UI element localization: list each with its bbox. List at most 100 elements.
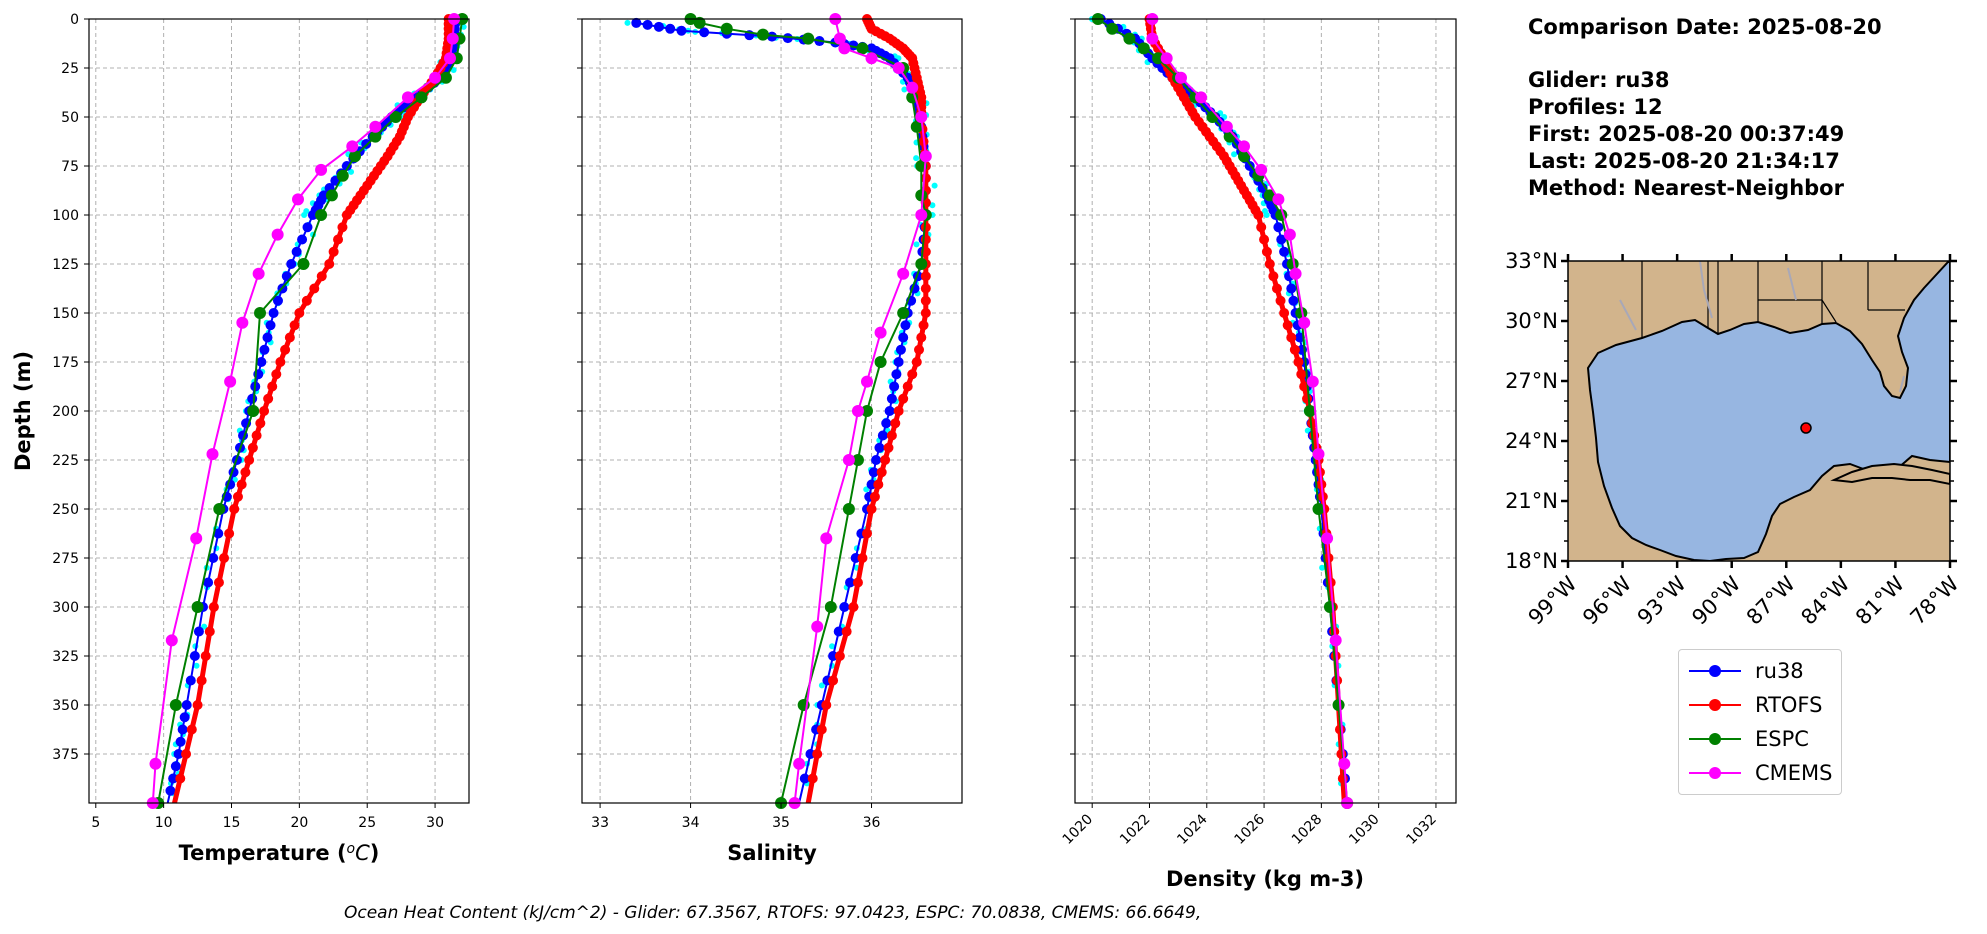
- rtofs-point: [244, 455, 255, 465]
- legend-swatch: [1685, 722, 1745, 756]
- legend-item: CMEMS: [1679, 756, 1841, 790]
- legend-marker: [1709, 767, 1721, 779]
- salinity-tick-label: 35: [772, 815, 790, 831]
- lon-tick-label: 93°W: [1633, 571, 1691, 629]
- ru38-point: [177, 724, 188, 735]
- ru38-point: [291, 246, 302, 257]
- rtofs-point: [807, 773, 818, 784]
- ru38-point: [868, 467, 879, 478]
- rtofs-point: [1289, 344, 1300, 355]
- lon-tick-label: 87°W: [1742, 571, 1800, 629]
- rtofs-point: [907, 369, 918, 380]
- espc-point: [439, 71, 452, 84]
- legend: ru38 RTOFS ESPC CMEMS: [1678, 649, 1842, 795]
- ru38-point: [265, 320, 276, 331]
- espc-point: [756, 28, 769, 41]
- lat-tick-label: 30°N: [1505, 309, 1558, 333]
- temperature-tick-label: 5: [91, 815, 100, 831]
- rtofs-point: [869, 491, 880, 502]
- rtofs-point: [812, 749, 823, 759]
- rtofs-point: [301, 295, 312, 306]
- lat-tick-label: 21°N: [1505, 489, 1558, 513]
- cmems-point: [236, 316, 249, 329]
- depth-tick-label: 175: [52, 355, 79, 371]
- cmems-point: [892, 62, 905, 74]
- cmems-point: [252, 267, 265, 280]
- rtofs-point: [1279, 308, 1290, 318]
- temperature-tick-label: 25: [358, 815, 376, 831]
- legend-marker: [1709, 733, 1721, 745]
- rtofs-point: [873, 479, 884, 490]
- espc-point: [824, 601, 837, 613]
- espc-point: [720, 22, 733, 35]
- espc-point: [1137, 42, 1150, 55]
- cmems-point: [149, 757, 162, 770]
- rtofs-point: [240, 467, 251, 478]
- lon-tick-label: 78°W: [1906, 571, 1964, 629]
- depth-tick-label: 300: [52, 600, 79, 616]
- ru38-point: [361, 138, 372, 149]
- cmems-point: [190, 532, 203, 545]
- salinity-tick-label: 34: [682, 815, 700, 831]
- cmems-point: [346, 140, 359, 153]
- rtofs-point: [251, 430, 262, 441]
- espc-point: [389, 111, 402, 123]
- cmems-point: [1298, 316, 1311, 329]
- first-time: First: 2025-08-20 00:37:49: [1528, 122, 1845, 146]
- salinity-tick-label: 36: [863, 815, 881, 831]
- depth-ylabel: Depth (m): [11, 351, 35, 471]
- rtofs-point: [219, 553, 230, 563]
- espc-point: [1332, 699, 1345, 711]
- rtofs-point: [316, 271, 327, 282]
- lat-tick-label: 27°N: [1505, 369, 1558, 393]
- density-tick-label: 1032: [1403, 811, 1440, 848]
- rtofs-point: [263, 393, 274, 404]
- espc-point: [856, 42, 869, 55]
- rtofs-point: [920, 222, 931, 233]
- rtofs-point: [902, 381, 913, 392]
- cmems-point: [838, 42, 851, 55]
- map-cuba: [1830, 462, 1950, 486]
- ru38-point: [886, 393, 897, 404]
- density-xlabel: Density (kg m-3): [1166, 867, 1364, 891]
- ru38-point: [208, 553, 219, 563]
- rtofs-point: [236, 479, 247, 490]
- temperature-xlabel: Temperature (oC): [179, 841, 380, 865]
- ru38-point: [286, 259, 297, 269]
- lon-tick-label: 81°W: [1851, 571, 1909, 629]
- rtofs-point: [841, 626, 852, 637]
- glider-raw-point: [901, 86, 908, 93]
- depth-tick-label: 200: [52, 404, 79, 420]
- glider-raw-point: [624, 19, 631, 26]
- rtofs-point: [1256, 222, 1267, 233]
- rtofs-point: [1302, 393, 1313, 404]
- temperature-grid: [89, 18, 469, 803]
- rtofs-point: [916, 332, 927, 343]
- salinity-panel: 33 34 35 36 Salinity: [577, 13, 963, 865]
- rtofs-point: [876, 467, 887, 478]
- cmems-point: [851, 405, 864, 417]
- cmems-point: [906, 81, 919, 94]
- legend-marker: [1709, 665, 1721, 677]
- rtofs-point: [280, 344, 291, 355]
- rtofs-point: [289, 320, 300, 331]
- rtofs-point: [1275, 295, 1286, 306]
- espc-point: [915, 258, 928, 270]
- lon-tick-label: 84°W: [1796, 571, 1854, 629]
- depth-tick-label: 75: [61, 159, 79, 175]
- cmems-point: [915, 111, 928, 123]
- rtofs-point: [862, 528, 872, 539]
- glider-raw-point: [1263, 212, 1270, 218]
- espc-point: [349, 150, 361, 163]
- ru38-point: [179, 712, 190, 723]
- rtofs-point: [186, 724, 197, 735]
- rtofs-point: [200, 651, 211, 661]
- temperature-panel: 0 25 50 75 100 125 150 175 200 225 250 275 300 325 350…: [11, 12, 470, 865]
- rtofs-point: [213, 577, 224, 588]
- ru38-point: [302, 222, 313, 233]
- salinity-xlabel: Salinity: [727, 841, 817, 865]
- depth-tick-label: 225: [52, 453, 79, 469]
- rtofs-point: [920, 308, 931, 318]
- ru38-point: [642, 19, 653, 30]
